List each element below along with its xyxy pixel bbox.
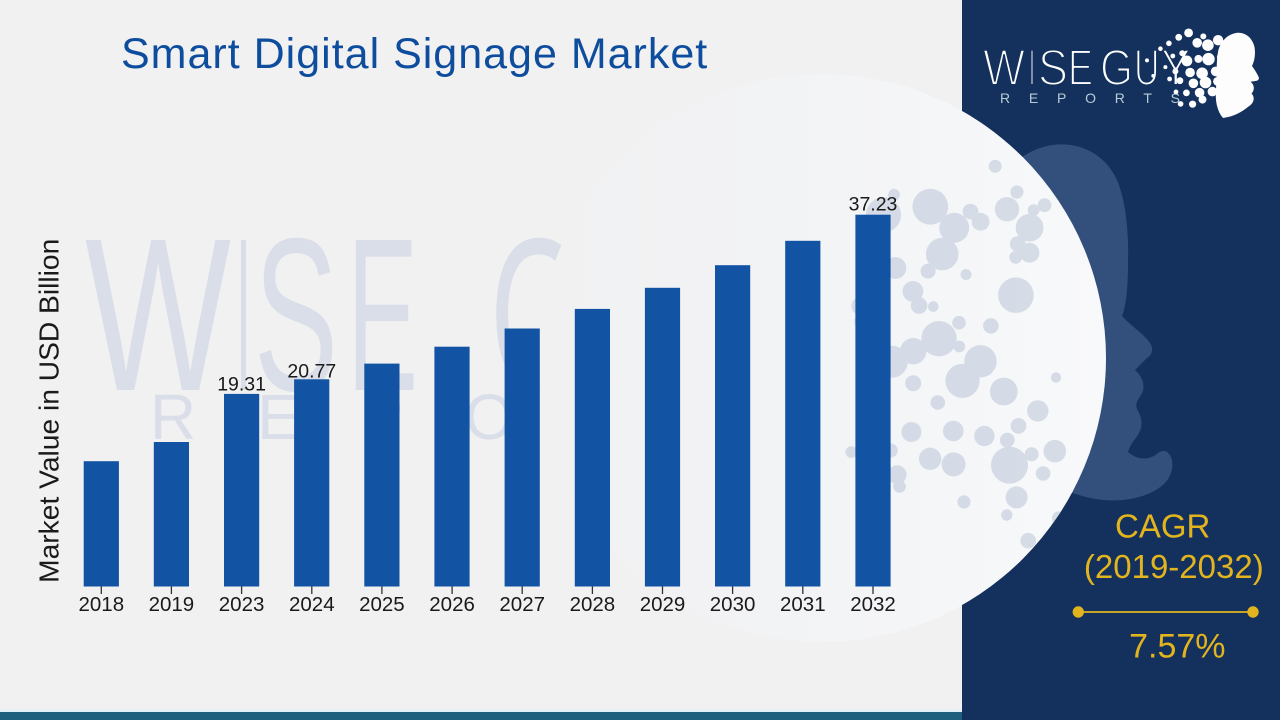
svg-text:2031: 2031	[780, 593, 826, 616]
svg-text:S: S	[1038, 39, 1068, 96]
svg-text:(2019-2032): (2019-2032)	[1084, 548, 1264, 585]
svg-text:20.77: 20.77	[287, 360, 336, 382]
svg-text:I: I	[1030, 39, 1035, 96]
svg-text:2030: 2030	[710, 593, 756, 616]
svg-text:Market Value in USD Billion: Market Value in USD Billion	[33, 239, 65, 583]
svg-text:G: G	[1100, 39, 1133, 96]
svg-text:W: W	[983, 39, 1025, 96]
svg-text:I: I	[236, 194, 251, 437]
svg-text:CAGR: CAGR	[1115, 508, 1210, 545]
svg-text:2028: 2028	[570, 593, 616, 616]
svg-text:W: W	[85, 194, 231, 437]
svg-text:2024: 2024	[289, 593, 335, 616]
svg-text:2029: 2029	[640, 593, 686, 616]
svg-text:2025: 2025	[359, 593, 405, 616]
svg-text:2032: 2032	[850, 593, 896, 616]
svg-text:37.23: 37.23	[849, 193, 898, 215]
svg-text:2019: 2019	[149, 593, 195, 616]
svg-text:2027: 2027	[499, 593, 545, 616]
svg-text:19.31: 19.31	[217, 374, 266, 396]
svg-text:2023: 2023	[219, 593, 265, 616]
svg-text:E: E	[1068, 39, 1093, 96]
svg-text:2026: 2026	[429, 593, 475, 616]
svg-text:U: U	[1134, 39, 1160, 96]
svg-text:2018: 2018	[78, 593, 124, 616]
svg-text:Smart Digital Signage Market: Smart Digital Signage Market	[121, 30, 708, 78]
svg-text:7.57%: 7.57%	[1129, 628, 1225, 666]
